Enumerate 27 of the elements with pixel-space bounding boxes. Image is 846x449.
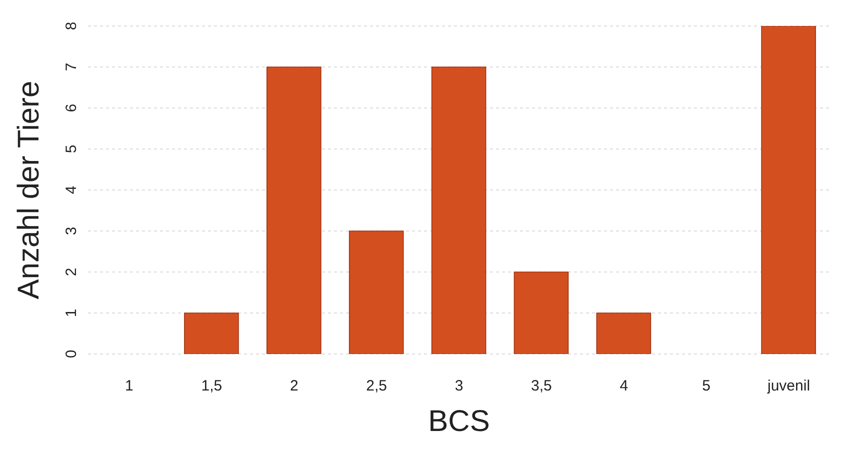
x-tick-label: 1,5 (201, 378, 222, 395)
bar (184, 312, 239, 354)
bar (596, 312, 652, 354)
bar (431, 66, 486, 354)
x-tick-label: 4 (620, 378, 628, 395)
y-tick-label: 7 (63, 62, 80, 72)
y-tick-label: 2 (63, 268, 80, 276)
y-tick-label: 4 (63, 186, 80, 194)
x-tick-label: 5 (702, 378, 711, 395)
x-axis-title: BCS (428, 405, 490, 438)
y-axis-title: Anzahl der Tiere (12, 80, 46, 300)
x-tick-label: 2 (290, 378, 298, 395)
bar (266, 66, 322, 354)
y-tick-label: 3 (63, 226, 80, 236)
y-tick-label: 0 (63, 350, 80, 358)
bar (348, 230, 404, 354)
x-tick-label: 3 (454, 378, 464, 395)
x-tick-label: 3,5 (531, 378, 552, 395)
bar (761, 26, 816, 354)
y-tick-label: 6 (63, 104, 80, 112)
bar (514, 272, 569, 354)
y-tick-label: 1 (63, 308, 80, 318)
y-tick-label: 5 (63, 144, 80, 154)
x-tick-label: 2,5 (366, 378, 387, 395)
x-tick-label: juvenil (766, 378, 810, 395)
y-tick-label: 8 (63, 22, 80, 30)
x-tick-label: 1 (125, 378, 134, 395)
